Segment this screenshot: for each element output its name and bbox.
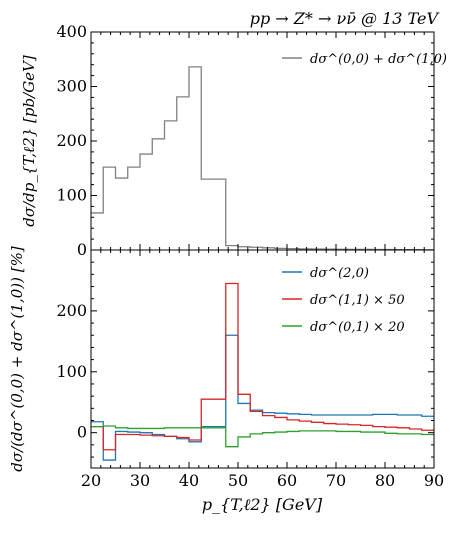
xtick-label: 60 [277, 471, 297, 490]
top-legend: dσ^(0,0) + dσ^(1,0) [282, 52, 447, 67]
top-ytick-label: 0 [77, 240, 87, 259]
bottom-legend-label-3: dσ^(0,1) × 20 [310, 320, 405, 335]
xtick-label: 30 [130, 471, 150, 490]
bottom-panel: 0 100 200 20 30 40 50 60 70 80 90 dσ/(dσ^(0,0) + d… [8, 246, 444, 514]
xtick-label: 40 [179, 471, 199, 490]
bottom-series-line-2 [91, 282, 434, 451]
xtick-label: 20 [81, 471, 101, 490]
top-ytick-label: 300 [56, 77, 87, 96]
top-ticks: 0 100 200 300 400 [56, 22, 435, 259]
bottom-series-group [91, 282, 434, 461]
bottom-ytick-label: 0 [77, 423, 87, 442]
bottom-ylabel: dσ/(dσ^(0,0) + dσ^(1,0)) [%] [8, 246, 26, 472]
bottom-plot-frame [90, 249, 435, 469]
top-series-group [91, 66, 434, 251]
x-axis-label: p_{T,ℓ2} [GeV] [202, 495, 323, 514]
bottom-series-line-3 [91, 425, 434, 448]
xtick-label: 90 [424, 471, 444, 490]
top-ytick-label: 100 [56, 186, 87, 205]
chart-title: pp → Z* → νν̄ @ 13 TeV [250, 9, 440, 28]
xtick-label: 80 [375, 471, 395, 490]
top-ylabel: dσ/dp_{T,ℓ2} [pb/GeV] [20, 55, 38, 227]
bottom-ytick-label: 200 [56, 301, 87, 320]
xtick-label: 50 [228, 471, 248, 490]
top-legend-label-1: dσ^(0,0) + dσ^(1,0) [310, 52, 447, 67]
bottom-series-line-1 [91, 334, 434, 461]
bottom-ticks: 0 100 200 20 30 40 50 60 70 80 90 [56, 249, 444, 490]
top-panel: 0 100 200 300 400 dσ/dp_{T,ℓ2} [pb/GeV] dσ^(… [20, 22, 447, 259]
bottom-legend: dσ^(2,0) dσ^(1,1) × 50 dσ^(0,1) × 20 [282, 266, 405, 335]
bottom-ytick-label: 100 [56, 362, 87, 381]
top-ytick-label: 200 [56, 131, 87, 150]
bottom-legend-label-2: dσ^(1,1) × 50 [310, 293, 405, 308]
xtick-label: 70 [326, 471, 346, 490]
top-ytick-label: 400 [56, 22, 87, 41]
bottom-legend-label-1: dσ^(2,0) [310, 266, 369, 281]
top-series-line-1 [91, 66, 434, 251]
